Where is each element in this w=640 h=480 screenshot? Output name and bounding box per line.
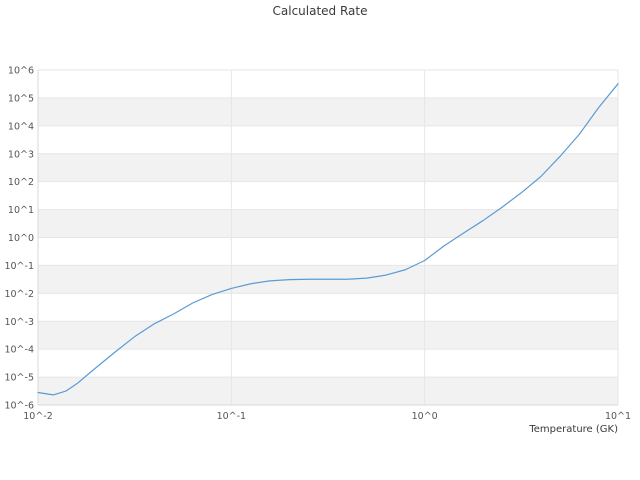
y-tick-label: 10^3 [8,149,34,160]
y-tick-label: 10^-1 [4,261,34,272]
y-tick-label: 10^2 [8,177,34,188]
y-tick-label: 10^-4 [4,345,34,356]
x-tick-label: 10^-2 [23,411,53,422]
y-tick-label: 10^-5 [4,373,34,384]
chart-title: Calculated Rate [272,4,368,18]
background-band [38,70,618,98]
y-tick-label: 10^5 [8,93,34,104]
x-tick-label: 10^1 [605,411,631,422]
background-band [38,97,618,126]
x-axis-label: Temperature (GK) [529,424,618,435]
y-tick-label: 10^1 [8,205,34,216]
y-tick-label: 10^6 [8,66,34,77]
background-band [38,377,618,405]
y-tick-label: 10^0 [8,233,34,244]
y-tick-label: 10^4 [8,121,34,132]
background-band [38,209,618,238]
background-band [38,293,618,322]
background-band [38,153,618,182]
y-tick-label: 10^-6 [4,401,34,412]
y-tick-label: 10^-3 [4,317,34,328]
series-line-calculated-rate [37,83,619,396]
background-band [38,237,618,266]
background-band [38,349,618,378]
background-band [38,181,618,210]
background-band [38,321,618,350]
x-tick-label: 10^0 [412,411,438,422]
y-tick-label: 10^-2 [4,289,34,300]
x-tick-label: 10^-1 [217,411,247,422]
background-band [38,125,618,154]
